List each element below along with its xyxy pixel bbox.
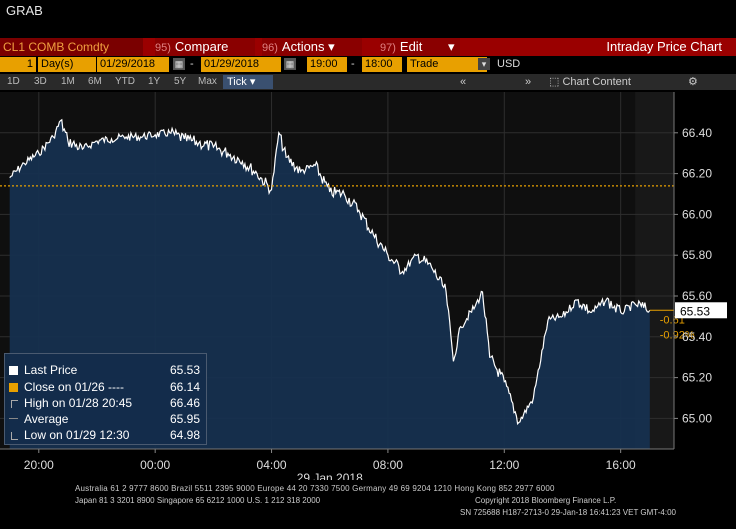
range-1d[interactable]: 1D: [7, 76, 20, 87]
y-tick-label: 66.00: [682, 207, 712, 221]
market-dropdown-icon[interactable]: ▾: [478, 58, 490, 70]
legend-high-label: High on 01/28 20:45: [24, 396, 133, 410]
last-price-tag: 65.53: [680, 304, 710, 318]
chart-content-label: Chart Content: [562, 76, 631, 88]
footer-contacts-line1: Australia 61 2 9777 8600 Brazil 5511 239…: [75, 484, 555, 493]
y-tick-label: 65.60: [682, 289, 712, 303]
range-5y[interactable]: 5Y: [174, 76, 187, 87]
chart-content-button[interactable]: ⬚ Chart Content: [549, 74, 631, 90]
actions-dropdown-icon: ▾: [328, 39, 335, 54]
end-calendar-icon[interactable]: ▦: [284, 58, 296, 70]
x-date-label: 29 Jan 2018: [297, 471, 363, 480]
footer-session-info: SN 725688 H187-2713-0 29-Jan-18 16:41:23…: [460, 508, 676, 517]
compare-button[interactable]: 95) Compare: [155, 38, 255, 56]
legend-high: High on 01/28 20:45 66.46: [9, 395, 200, 411]
chart-title: Intraday Price Chart: [606, 39, 722, 54]
legend-high-value: 66.46: [169, 396, 200, 410]
range-ytd[interactable]: YTD: [115, 76, 135, 87]
range-6m[interactable]: 6M: [88, 76, 102, 87]
period-unit-select[interactable]: Day(s): [38, 57, 96, 72]
date-range-separator: -: [190, 58, 194, 70]
chart-content-icon: ⬚: [549, 76, 560, 88]
x-tick-label: 04:00: [257, 458, 287, 472]
edit-number: 97): [380, 42, 396, 54]
x-tick-label: 20:00: [24, 458, 54, 472]
tick-dropdown-icon: ▾: [249, 76, 256, 88]
start-date-field[interactable]: 01/29/2018: [97, 57, 169, 72]
x-tick-label: 00:00: [140, 458, 170, 472]
scroll-left-icon[interactable]: «: [460, 76, 467, 88]
tick-mode-label: Tick: [227, 76, 247, 88]
y-tick-label: 65.40: [682, 330, 712, 344]
actions-button[interactable]: 96) Actions ▾: [262, 38, 362, 56]
edit-label: Edit: [399, 39, 423, 54]
edit-dropdown-icon: ▾: [447, 39, 455, 54]
last-price-tag-bg: [675, 302, 727, 319]
range-3d[interactable]: 3D: [34, 76, 47, 87]
currency-label: USD: [497, 58, 521, 70]
legend-low-label: Low on 01/29 12:30: [24, 428, 130, 442]
legend-close-value: 66.14: [169, 380, 200, 394]
compare-number: 95): [155, 42, 171, 54]
y-tick-label: 65.20: [682, 371, 712, 385]
end-date-field[interactable]: 01/29/2018: [201, 57, 281, 72]
security-ticker[interactable]: CL1 COMB Comdty: [0, 38, 143, 56]
settings-gear-icon[interactable]: ⚙: [688, 76, 698, 88]
average-line-icon: [9, 418, 18, 419]
start-time-field[interactable]: 19:00: [307, 57, 347, 72]
legend-average: Average 65.95: [9, 411, 200, 427]
legend-low: Low on 01/29 12:30 64.98: [9, 427, 200, 443]
time-range-separator: -: [351, 58, 355, 70]
window-title: GRAB: [6, 3, 43, 18]
range-max[interactable]: Max: [198, 76, 217, 87]
start-calendar-icon[interactable]: ▦: [173, 58, 185, 70]
range-1m[interactable]: 1M: [61, 76, 75, 87]
legend-average-label: Average: [24, 412, 69, 426]
last-price-swatch: [9, 366, 18, 375]
high-marker-icon: [11, 400, 18, 408]
actions-number: 96): [262, 42, 278, 54]
legend-close: Close on 01/26 ---- 66.14: [9, 379, 200, 395]
footer-contacts-line2: Japan 81 3 3201 8900 Singapore 65 6212 1…: [75, 496, 321, 505]
price-line: [9, 118, 651, 426]
end-time-field[interactable]: 18:00: [362, 57, 402, 72]
x-tick-label: 08:00: [373, 458, 403, 472]
y-tick-label: 65.80: [682, 248, 712, 262]
change-percent: -0.92%: [660, 329, 695, 341]
legend-last-price-label: Last Price: [24, 363, 78, 377]
x-tick-label: 16:00: [606, 458, 636, 472]
compare-label: Compare: [174, 39, 229, 54]
range-bar: [0, 74, 736, 90]
legend-last-price-value: 65.53: [169, 363, 200, 377]
low-marker-icon: [11, 432, 18, 440]
close-swatch: [9, 383, 18, 392]
y-tick-label: 66.40: [682, 126, 712, 140]
x-tick-label: 12:00: [489, 458, 519, 472]
legend-last-price: Last Price 65.53: [9, 362, 200, 378]
footer-copyright: Copyright 2018 Bloomberg Finance L.P.: [475, 496, 617, 505]
y-tick-label: 65.00: [682, 411, 712, 425]
period-value-field[interactable]: 1: [0, 57, 36, 72]
tick-mode-select[interactable]: Tick ▾: [223, 75, 273, 89]
legend-close-label: Close on 01/26 ----: [24, 380, 125, 394]
chart-legend: Last Price 65.53 Close on 01/26 ---- 66.14…: [4, 353, 207, 445]
legend-low-value: 64.98: [169, 428, 200, 442]
scroll-right-icon[interactable]: »: [525, 76, 532, 88]
edit-button[interactable]: 97) Edit ▾: [380, 38, 460, 56]
market-select[interactable]: Trade: [407, 57, 487, 72]
range-1y[interactable]: 1Y: [148, 76, 161, 87]
legend-average-value: 65.95: [169, 412, 200, 426]
y-tick-label: 66.20: [682, 167, 712, 181]
actions-label: Actions: [281, 39, 325, 54]
